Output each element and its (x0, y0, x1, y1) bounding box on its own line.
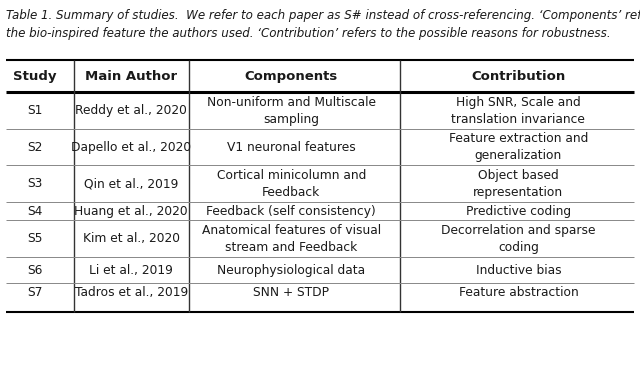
Text: Cortical minicolumn and
Feedback: Cortical minicolumn and Feedback (216, 168, 366, 199)
Text: S7: S7 (28, 286, 43, 299)
Text: Qin et al., 2019: Qin et al., 2019 (84, 177, 179, 190)
Text: Li et al., 2019: Li et al., 2019 (89, 263, 173, 277)
Text: Feature abstraction: Feature abstraction (458, 286, 579, 299)
Text: Inductive bias: Inductive bias (476, 263, 561, 277)
Text: Table 1. Summary of studies.  We refer to each paper as S# instead of cross-refe: Table 1. Summary of studies. We refer to… (6, 9, 640, 22)
Text: SNN + STDP: SNN + STDP (253, 286, 329, 299)
Text: Huang et al., 2020: Huang et al., 2020 (74, 204, 188, 218)
Text: Feedback (self consistency): Feedback (self consistency) (206, 204, 376, 218)
Text: S6: S6 (28, 263, 43, 277)
Text: Contribution: Contribution (471, 70, 566, 83)
Text: V1 neuronal features: V1 neuronal features (227, 140, 356, 154)
Text: S1: S1 (28, 104, 43, 117)
Text: Kim et al., 2020: Kim et al., 2020 (83, 232, 180, 245)
Text: Predictive coding: Predictive coding (466, 204, 571, 218)
Text: S5: S5 (28, 232, 43, 245)
Text: the bio-inspired feature the authors used. ‘Contribution’ refers to the possible: the bio-inspired feature the authors use… (6, 27, 611, 40)
Text: Study: Study (13, 70, 57, 83)
Text: Dapello et al., 2020: Dapello et al., 2020 (71, 140, 191, 154)
Text: Non-uniform and Multiscale
sampling: Non-uniform and Multiscale sampling (207, 95, 376, 126)
Text: Tadros et al., 2019: Tadros et al., 2019 (75, 286, 188, 299)
Text: Anatomical features of visual
stream and Feedback: Anatomical features of visual stream and… (202, 223, 381, 254)
Text: Neurophysiological data: Neurophysiological data (217, 263, 365, 277)
Text: Reddy et al., 2020: Reddy et al., 2020 (76, 104, 187, 117)
Text: S3: S3 (28, 177, 43, 190)
Text: Components: Components (244, 70, 338, 83)
Text: S4: S4 (28, 204, 43, 218)
Text: Decorrelation and sparse
coding: Decorrelation and sparse coding (441, 223, 596, 254)
Text: High SNR, Scale and
translation invariance: High SNR, Scale and translation invarian… (451, 95, 586, 126)
Text: Object based
representation: Object based representation (474, 168, 563, 199)
Text: Feature extraction and
generalization: Feature extraction and generalization (449, 132, 588, 162)
Text: Main Author: Main Author (85, 70, 177, 83)
Text: S2: S2 (28, 140, 43, 154)
